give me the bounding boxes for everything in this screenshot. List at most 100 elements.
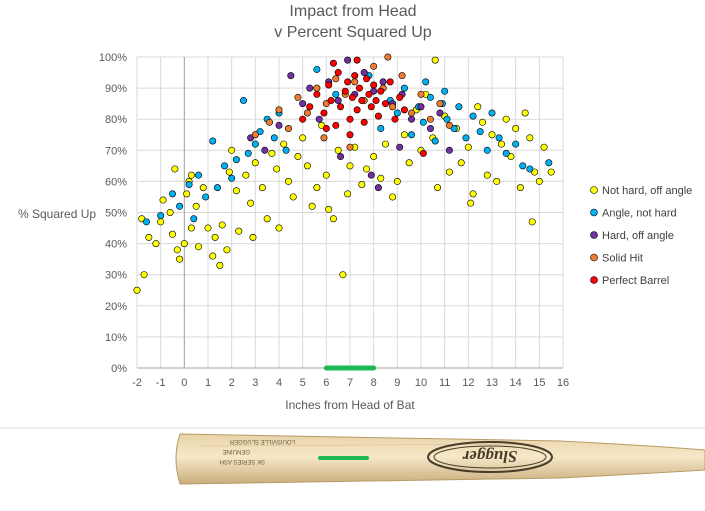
data-point — [133, 286, 141, 294]
y-tick-label: 60% — [105, 176, 127, 188]
data-point — [249, 233, 257, 241]
data-point — [483, 171, 491, 179]
legend-marker — [590, 208, 598, 217]
y-tick-label: 0% — [111, 363, 127, 375]
grid — [136, 56, 564, 369]
data-point — [339, 271, 347, 279]
data-point — [372, 97, 380, 105]
data-point — [488, 109, 496, 117]
data-point — [287, 72, 295, 80]
data-point — [512, 125, 520, 133]
data-point — [211, 233, 219, 241]
legend-label: Solid Hit — [602, 253, 643, 265]
data-point — [232, 156, 240, 164]
data-point — [152, 240, 160, 248]
data-point — [422, 78, 430, 86]
legend-label: Perfect Barrel — [602, 275, 669, 287]
series-not-hard-off-angle — [133, 56, 555, 294]
data-point — [483, 146, 491, 154]
legend-label: Angle, not hard — [602, 208, 677, 220]
y-tick-label: 100% — [99, 52, 127, 64]
data-point — [497, 140, 505, 148]
data-point — [332, 121, 340, 129]
data-point — [187, 171, 195, 179]
x-tick-label: -1 — [156, 377, 166, 389]
data-point — [313, 90, 321, 98]
data-point — [261, 146, 269, 154]
x-tick-label: 13 — [486, 377, 498, 389]
data-point — [426, 125, 434, 133]
data-point — [204, 224, 212, 232]
data-point — [190, 215, 198, 223]
data-point — [166, 209, 174, 217]
data-point — [320, 109, 328, 117]
data-point — [398, 72, 406, 80]
data-point — [341, 87, 349, 95]
data-point — [270, 134, 278, 142]
data-point — [344, 190, 352, 198]
data-point — [159, 196, 167, 204]
data-point — [185, 181, 193, 189]
series-perfect-barrel — [299, 56, 427, 157]
data-point — [325, 205, 333, 213]
data-point — [370, 81, 378, 89]
y-tick-label: 20% — [105, 301, 127, 313]
data-point — [381, 140, 389, 148]
data-point — [377, 174, 385, 182]
data-point — [436, 100, 444, 108]
data-point — [142, 218, 150, 226]
tick-labels: 0%10%20%30%40%50%60%70%80%90%100%-2 -1 0 1 2… — [99, 52, 569, 389]
y-tick-label: 40% — [105, 239, 127, 251]
legend-marker — [590, 276, 598, 284]
data-point — [400, 106, 408, 114]
data-point — [337, 153, 345, 161]
data-point — [360, 118, 368, 126]
data-point — [426, 115, 434, 123]
data-point — [346, 115, 354, 123]
data-point — [332, 90, 340, 98]
data-point — [462, 134, 470, 142]
data-point — [240, 97, 248, 105]
data-point — [384, 53, 392, 61]
x-tick-label: 4 — [276, 377, 282, 389]
data-point — [157, 218, 165, 226]
data-point — [327, 97, 335, 105]
data-point — [228, 146, 236, 154]
data-point — [187, 224, 195, 232]
data-point — [405, 159, 413, 167]
x-tick-label: 7 — [347, 377, 353, 389]
data-point — [169, 190, 177, 198]
data-point — [329, 215, 337, 223]
data-point — [348, 93, 356, 101]
data-point — [457, 159, 465, 167]
data-point — [379, 78, 387, 86]
data-point — [346, 162, 354, 170]
data-point — [358, 181, 366, 189]
x-axis-label: Inches from Head of Bat — [285, 398, 415, 412]
svg-text:Slugger: Slugger — [462, 447, 517, 466]
data-point — [325, 81, 333, 89]
data-point — [346, 131, 354, 139]
legend-item: Perfect Barrel — [590, 275, 669, 287]
data-point — [464, 143, 472, 151]
data-point — [360, 69, 368, 77]
data-point — [431, 137, 439, 145]
chart-subtitle: v Percent Squared Up — [274, 24, 432, 41]
y-tick-label: 90% — [105, 83, 127, 95]
series-solid-hit — [251, 53, 453, 151]
data-point — [225, 168, 233, 176]
data-point — [389, 103, 397, 111]
legend-marker — [590, 186, 598, 194]
data-point — [275, 106, 283, 114]
data-point — [377, 87, 385, 95]
data-point — [426, 93, 434, 101]
data-point — [332, 75, 340, 83]
chart-title: Impact from Head — [289, 3, 416, 20]
data-point — [370, 153, 378, 161]
x-tick-label: 9 — [394, 377, 400, 389]
x-tick-label: 8 — [371, 377, 377, 389]
legend-marker — [590, 231, 598, 239]
y-tick-label: 30% — [105, 270, 127, 282]
x-tick-label: 2 — [229, 377, 235, 389]
legend-item: Solid Hit — [590, 253, 643, 265]
